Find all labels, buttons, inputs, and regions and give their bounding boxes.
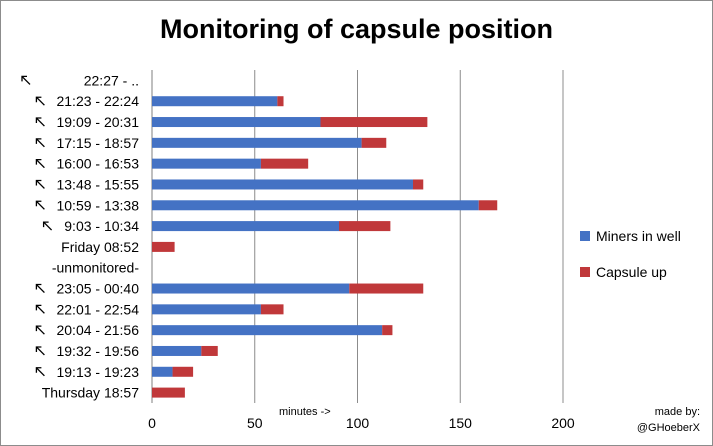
arrow-icon-5 xyxy=(35,179,45,189)
category-label-2: 19:09 - 20:31 xyxy=(56,114,139,130)
x-tick-label-100: 100 xyxy=(346,415,370,431)
arrow-icon-4 xyxy=(35,159,45,169)
bar-miners-7 xyxy=(152,221,340,232)
arrow-icon-14 xyxy=(35,367,45,377)
category-label-11: 22:01 - 22:54 xyxy=(56,301,139,317)
bar-miners-2 xyxy=(152,117,321,128)
bar-capsule-13 xyxy=(201,345,218,356)
legend-item-capsule: Capsule up xyxy=(580,262,681,282)
credit: made by: @GHoeberX xyxy=(637,404,700,436)
category-label-6: 10:59 - 13:38 xyxy=(56,197,139,213)
x-axis-label: minutes -> xyxy=(279,406,331,418)
bar-capsule-8 xyxy=(152,241,175,252)
x-tick-label-50: 50 xyxy=(247,415,263,431)
category-label-0: 22:27 - .. xyxy=(84,72,139,88)
legend-label-capsule: Capsule up xyxy=(596,264,667,280)
arrow-icon-2 xyxy=(35,117,45,127)
credit-line-1: made by: xyxy=(654,406,700,418)
bar-capsule-5 xyxy=(412,179,424,190)
legend: Miners in well Capsule up xyxy=(580,226,681,298)
bar-miners-1 xyxy=(152,96,278,107)
bar-miners-4 xyxy=(152,158,261,169)
category-label-8: Friday 08:52 xyxy=(61,239,139,255)
legend-swatch-miners xyxy=(580,231,590,241)
arrow-icon-12 xyxy=(35,325,45,335)
bar-capsule-6 xyxy=(478,200,498,211)
arrow-icon-13 xyxy=(35,346,45,356)
chart-title: Monitoring of capsule position xyxy=(160,14,553,44)
legend-label-miners: Miners in well xyxy=(596,228,681,244)
bar-capsule-1 xyxy=(277,96,284,107)
bar-miners-5 xyxy=(152,179,413,190)
category-label-4: 16:00 - 16:53 xyxy=(56,156,139,172)
category-label-14: 19:13 - 19:23 xyxy=(56,364,139,380)
bar-miners-6 xyxy=(152,200,479,211)
category-label-3: 17:15 - 18:57 xyxy=(56,135,139,151)
category-label-1: 21:23 - 22:24 xyxy=(56,93,139,109)
arrow-icon-7 xyxy=(42,221,53,231)
bar-miners-14 xyxy=(152,366,173,377)
arrow-icon-11 xyxy=(35,304,45,314)
credit-line-2: @GHoeberX xyxy=(636,422,700,434)
arrow-icon-1 xyxy=(35,96,45,106)
arrow-icon-6 xyxy=(35,200,45,210)
category-label-12: 20:04 - 21:56 xyxy=(56,322,139,338)
category-label-15: Thursday 18:57 xyxy=(42,385,139,401)
bar-capsule-7 xyxy=(339,221,391,232)
legend-swatch-capsule xyxy=(580,267,590,277)
x-tick-label-0: 0 xyxy=(148,415,156,431)
bar-capsule-14 xyxy=(172,366,194,377)
arrow-icon-3 xyxy=(35,138,45,148)
x-tick-label-150: 150 xyxy=(449,415,473,431)
category-label-10: 23:05 - 00:40 xyxy=(56,281,139,297)
arrow-icon-0 xyxy=(21,75,31,85)
bar-capsule-15 xyxy=(152,387,185,398)
bar-miners-3 xyxy=(152,137,362,148)
arrow-icon-10 xyxy=(35,283,45,293)
category-label-13: 19:32 - 19:56 xyxy=(56,343,139,359)
category-label-5: 13:48 - 15:55 xyxy=(56,176,139,192)
legend-item-miners: Miners in well xyxy=(580,226,681,246)
bar-miners-13 xyxy=(152,345,202,356)
bar-capsule-3 xyxy=(361,137,387,148)
bar-capsule-12 xyxy=(382,325,393,336)
x-tick-label-200: 200 xyxy=(551,415,575,431)
bar-capsule-2 xyxy=(320,117,428,128)
bar-capsule-11 xyxy=(260,304,284,315)
bar-capsule-4 xyxy=(260,158,309,169)
bar-miners-11 xyxy=(152,304,261,315)
bar-capsule-10 xyxy=(349,283,424,294)
category-label-7: 9:03 - 10:34 xyxy=(64,218,139,234)
bar-miners-10 xyxy=(152,283,350,294)
category-label-9: -unmonitored- xyxy=(52,260,139,276)
bar-miners-12 xyxy=(152,325,383,336)
